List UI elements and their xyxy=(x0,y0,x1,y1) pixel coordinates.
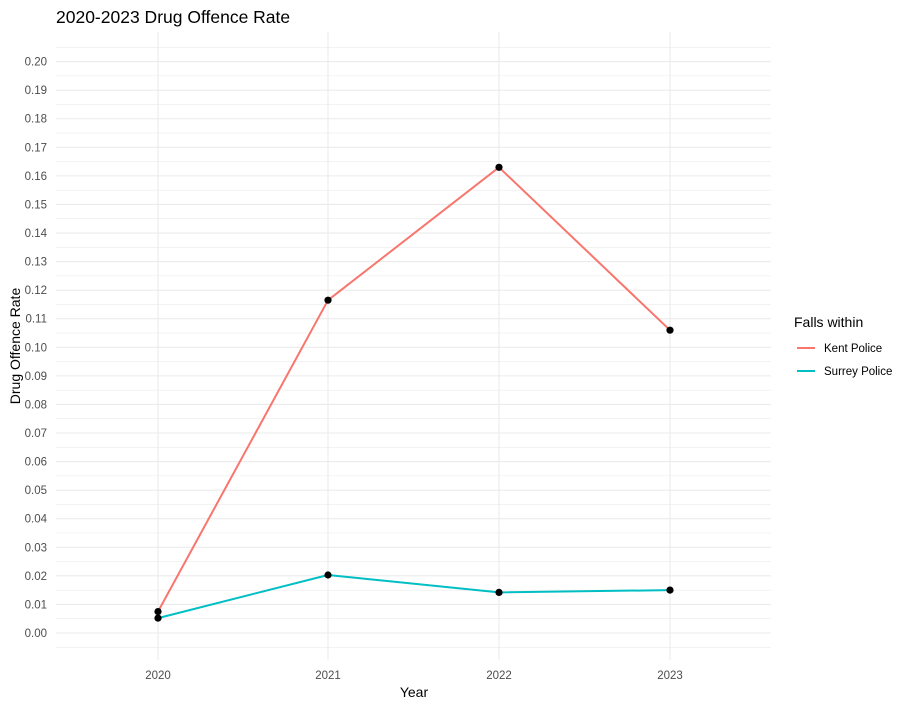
y-tick-label: 0.05 xyxy=(25,485,47,497)
y-tick-label: 0.18 xyxy=(25,114,47,126)
legend-item: Kent Police xyxy=(797,343,882,355)
y-axis-ticks: 0.00 0.01 0.02 0.03 0.04 0.05 0.06 0.07 0.08 0.09… xyxy=(25,57,48,640)
legend-items: Kent Police Surrey Police xyxy=(797,343,892,378)
y-tick-label: 0.14 xyxy=(25,228,48,240)
y-tick-label: 0.02 xyxy=(25,571,47,583)
y-tick-label: 0.04 xyxy=(25,514,48,526)
y-tick-label: 0.09 xyxy=(25,371,47,383)
y-tick-label: 0.06 xyxy=(25,457,47,469)
legend: Falls within Kent Police Surrey Police xyxy=(794,314,892,378)
x-tick-label: 2020 xyxy=(145,670,171,682)
y-tick-label: 0.10 xyxy=(25,342,47,354)
data-point xyxy=(324,571,332,579)
y-tick-label: 0.16 xyxy=(25,171,47,183)
y-tick-label: 0.12 xyxy=(25,285,47,297)
legend-item: Surrey Police xyxy=(797,366,892,378)
series-lines xyxy=(157,166,671,620)
y-tick-label: 0.20 xyxy=(25,57,47,69)
y-tick-label: 0.19 xyxy=(25,85,47,97)
y-tick-label: 0.01 xyxy=(25,599,47,611)
data-point xyxy=(324,296,332,304)
y-tick-label: 0.13 xyxy=(25,257,47,269)
data-point xyxy=(666,326,674,334)
grid xyxy=(56,32,771,660)
data-point xyxy=(154,614,162,622)
data-point xyxy=(495,588,503,597)
legend-label: Surrey Police xyxy=(824,366,892,378)
y-tick-label: 0.17 xyxy=(25,142,47,154)
y-tick-label: 0.03 xyxy=(25,542,47,554)
legend-label: Kent Police xyxy=(824,343,882,355)
data-points xyxy=(154,163,674,622)
data-point xyxy=(154,608,162,616)
x-tick-label: 2021 xyxy=(315,670,341,682)
y-tick-label: 0.15 xyxy=(25,199,47,211)
series-line-surrey-police xyxy=(157,574,671,620)
y-tick-label: 0.00 xyxy=(25,628,47,640)
x-tick-label: 2022 xyxy=(486,670,512,682)
x-axis-ticks: 2020 2021 2022 2023 xyxy=(145,670,683,682)
y-tick-label: 0.08 xyxy=(25,399,47,411)
data-point xyxy=(666,586,674,594)
chart-title: 2020-2023 Drug Offence Rate xyxy=(56,7,290,27)
x-tick-label: 2023 xyxy=(657,670,683,682)
legend-title: Falls within xyxy=(794,314,863,330)
y-axis-title: Drug Offence Rate xyxy=(7,288,23,405)
y-tick-label: 0.11 xyxy=(25,314,47,326)
y-tick-label: 0.07 xyxy=(25,428,47,440)
data-point xyxy=(495,163,503,171)
series-line-kent-police xyxy=(157,166,671,613)
x-axis-title: Year xyxy=(400,684,429,700)
